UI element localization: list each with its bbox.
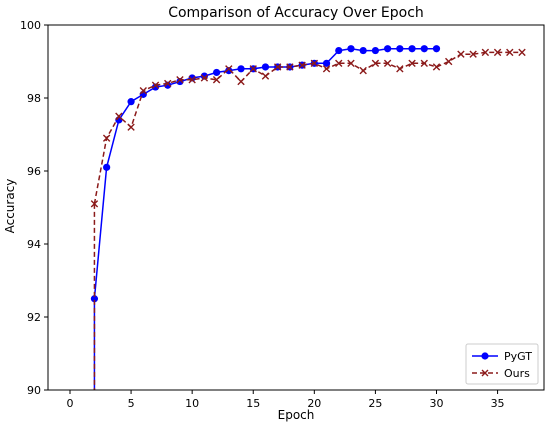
x-axis: 0 5 10 15 20 25 30 35	[66, 390, 505, 410]
y-tick-label: 98	[27, 92, 41, 105]
ours-point	[90, 200, 99, 208]
y-tick-label: 90	[27, 384, 41, 397]
legend-pygt-label: PyGT	[504, 350, 532, 363]
pygt-point	[420, 45, 428, 53]
ours-point	[347, 59, 355, 68]
legend: PyGT Ours	[465, 343, 539, 385]
pygt-point	[90, 295, 99, 303]
x-tick-label: 30	[429, 397, 443, 410]
ours-point	[188, 76, 196, 84]
x-tick-label: 20	[307, 397, 321, 410]
ours-point	[383, 59, 392, 68]
x-tick-label: 5	[128, 397, 135, 410]
ours-point	[408, 59, 416, 68]
pygt-point	[408, 45, 416, 53]
pygt-series	[90, 45, 441, 390]
pygt-line	[93, 47, 437, 299]
plot-frame	[47, 24, 545, 391]
ours-point	[506, 48, 514, 57]
pygt-point	[335, 46, 343, 55]
y-axis-label: Accuracy	[3, 179, 17, 234]
pygt-point	[237, 65, 245, 73]
ours-point	[322, 65, 331, 73]
pygt-point	[225, 67, 233, 75]
pygt-point	[103, 163, 111, 171]
pygt-point	[212, 68, 221, 77]
ours-point	[286, 63, 294, 71]
ours-point	[493, 48, 502, 57]
pygt-point	[127, 98, 135, 106]
y-tick-label: 92	[27, 311, 41, 324]
y-tick-label: 100	[20, 19, 41, 32]
x-tick-label: 25	[368, 397, 382, 410]
ours-point	[176, 76, 184, 84]
ours-point	[481, 48, 490, 57]
ours-point	[298, 61, 306, 69]
x-tick-label: 10	[185, 397, 199, 410]
chart-title: Comparison of Accuracy Over Epoch	[168, 5, 424, 21]
ours-point	[115, 112, 123, 120]
ours-line	[93, 51, 522, 205]
legend-pygt-marker	[481, 352, 489, 360]
x-tick-label: 0	[66, 397, 73, 410]
pygt-point	[432, 45, 441, 53]
pygt-point	[371, 46, 380, 55]
legend-items: PyGT Ours	[472, 350, 532, 380]
x-axis-label: Epoch	[278, 408, 315, 422]
ours-point	[261, 72, 270, 80]
ours-point	[420, 59, 428, 68]
ours-point	[310, 59, 319, 68]
ours-point	[518, 48, 526, 57]
y-tick-label: 94	[27, 238, 41, 251]
ours-point	[200, 74, 209, 82]
ours-point	[432, 63, 441, 71]
ours-point	[335, 59, 343, 68]
x-tick-label: 15	[246, 397, 260, 410]
ours-point	[457, 50, 465, 58]
ours-point	[164, 79, 172, 88]
ours-point	[371, 59, 380, 68]
x-tick-label: 35	[491, 397, 505, 410]
ours-point	[139, 87, 147, 95]
pygt-point	[396, 45, 404, 53]
ours-point	[396, 65, 404, 73]
plot-series	[90, 45, 526, 390]
ours-point	[225, 65, 233, 73]
y-axis: 90 92 94 96 98 100	[20, 19, 48, 397]
ours-point	[212, 76, 221, 84]
pygt-point	[261, 63, 270, 71]
pygt-point	[347, 45, 355, 53]
ours-series	[90, 48, 526, 390]
ours-point	[445, 57, 453, 66]
ours-point	[469, 50, 477, 58]
ours-point	[127, 123, 135, 131]
pygt-point	[359, 46, 367, 55]
ours-point	[249, 65, 257, 73]
ours-point	[359, 66, 367, 75]
ours-point	[151, 81, 160, 89]
ours-point	[273, 63, 282, 71]
legend-ours-marker	[481, 369, 489, 377]
y-tick-label: 96	[27, 165, 41, 178]
pygt-point	[322, 59, 331, 67]
ours-point	[102, 134, 111, 142]
ours-point	[237, 77, 245, 86]
pygt-point	[384, 45, 392, 53]
legend-ours-label: Ours	[504, 367, 530, 380]
